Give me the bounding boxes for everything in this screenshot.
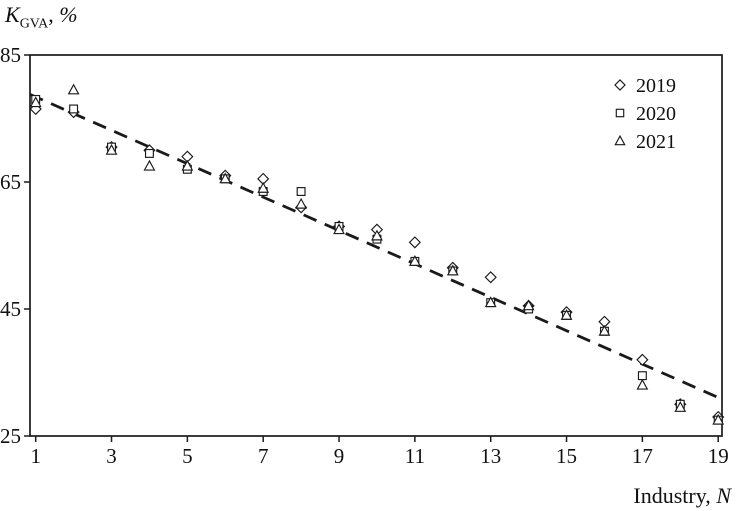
data-point-2020 xyxy=(296,187,306,197)
legend-label-2019: 2019 xyxy=(636,75,676,97)
data-point-2021 xyxy=(219,172,232,184)
chart-title-percent: % xyxy=(59,2,78,27)
legend-marker-2020 xyxy=(615,108,625,118)
y-tick-label: 45 xyxy=(0,297,21,321)
y-tick-label: 65 xyxy=(0,170,21,194)
data-point-2021 xyxy=(560,308,573,320)
data-point-2021 xyxy=(143,159,156,171)
x-tick-label: 9 xyxy=(334,444,345,468)
y-tick-label: 85 xyxy=(0,43,21,67)
data-point-2021 xyxy=(257,181,270,193)
data-point-2021 xyxy=(712,413,725,425)
x-tick-label: 11 xyxy=(405,444,425,468)
x-tick-label: 5 xyxy=(182,444,193,468)
x-axis-label-text: Industry, xyxy=(633,483,717,508)
data-point-2021 xyxy=(446,264,459,276)
chart-title-subscript: GVA xyxy=(19,16,49,32)
data-point-2021 xyxy=(67,83,80,95)
data-point-2021 xyxy=(29,96,42,108)
data-point-2021 xyxy=(674,401,687,412)
legend-marker-2021 xyxy=(614,134,626,146)
x-tick-label: 19 xyxy=(708,444,729,468)
data-point-2020 xyxy=(69,104,79,114)
chart-title-variable: K xyxy=(5,2,20,27)
plot-border xyxy=(29,54,723,437)
data-point-2021 xyxy=(181,159,194,171)
x-tick-label: 13 xyxy=(480,444,501,468)
x-tick-label: 7 xyxy=(258,444,269,468)
x-tick-label: 3 xyxy=(106,444,117,468)
data-point-2021 xyxy=(484,296,497,308)
chart-title-comma: , xyxy=(48,2,60,27)
x-tick-label: 1 xyxy=(30,444,41,468)
x-axis-label: Industry, N xyxy=(633,483,731,509)
data-point-2020 xyxy=(144,148,154,158)
legend-label-2021: 2021 xyxy=(636,131,676,153)
data-point-2021 xyxy=(598,324,611,336)
data-point-2021 xyxy=(105,143,118,155)
data-point-2019 xyxy=(636,353,649,366)
x-tick-label: 17 xyxy=(632,444,653,468)
trend-line xyxy=(29,93,723,401)
data-point-2020 xyxy=(637,371,647,381)
legend-label-2020: 2020 xyxy=(636,103,676,125)
legend-marker-2019 xyxy=(614,79,626,91)
data-point-2019 xyxy=(484,271,497,284)
data-point-2021 xyxy=(522,299,535,311)
data-point-2021 xyxy=(408,254,421,266)
data-point-2021 xyxy=(636,378,649,390)
data-point-2021 xyxy=(295,197,308,209)
data-point-2021 xyxy=(333,223,345,235)
data-point-2021 xyxy=(371,229,383,241)
chart-title: KGVA, % xyxy=(5,2,78,32)
x-axis-label-variable: N xyxy=(716,483,731,508)
x-tick-label: 15 xyxy=(556,444,577,468)
data-point-2019 xyxy=(408,236,421,249)
y-tick-label: 25 xyxy=(0,424,21,448)
